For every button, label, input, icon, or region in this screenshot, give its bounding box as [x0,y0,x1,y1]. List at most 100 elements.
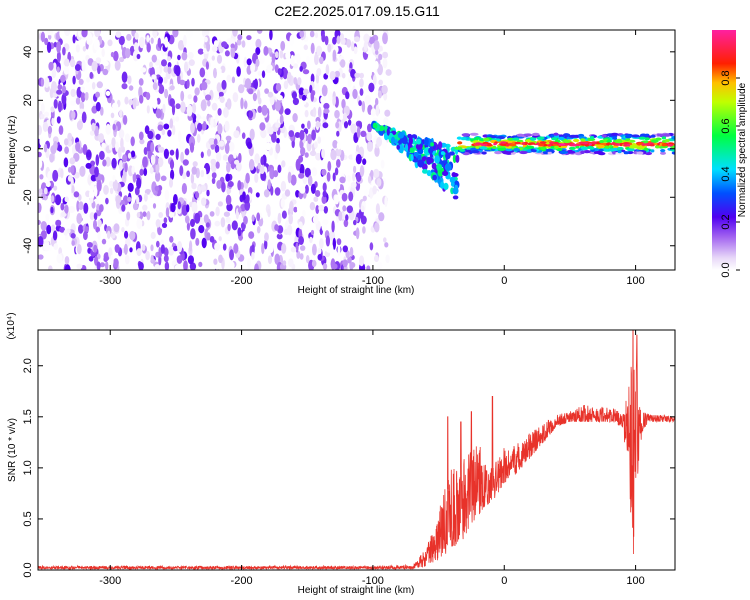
noise-cell [155,162,160,174]
noise-cell [375,49,379,55]
noise-cell [217,108,222,116]
tail-cell [424,137,429,146]
noise-cell [265,135,271,143]
noise-cell [155,171,161,182]
tail-cell [412,157,419,163]
spectrogram-frame [37,29,676,271]
noise-cell [338,211,343,222]
noise-cell [352,172,356,182]
noise-cell [281,243,287,254]
noise-cell [382,51,389,59]
noise-cell [251,251,255,260]
carrier-peak [615,143,620,146]
noise-cell [274,187,281,196]
noise-cell [38,254,44,260]
y-tick-label: 0 [22,146,34,152]
noise-cell [205,222,210,228]
noise-cell [173,55,177,68]
noise-cell [227,238,234,249]
colorbar-tick-label: 0.0 [720,262,732,277]
tail-cell [449,176,456,184]
noise-cell [192,161,198,167]
noise-cell [76,244,82,255]
noise-cell [228,141,235,152]
noise-cell [304,167,311,178]
noise-cell [155,219,161,228]
noise-cell [76,120,83,131]
noise-cell [279,50,284,59]
noise-cell [64,255,70,265]
x-tick-label: -100 [362,575,384,587]
noise-cell [385,254,390,264]
noise-cell [201,81,208,91]
noise-cell [298,236,304,245]
noise-cell [96,203,100,211]
noise-cell [74,64,81,71]
noise-cell [352,88,358,100]
noise-cell [366,70,372,77]
carrier-cell [470,150,480,154]
noise-cell [68,206,76,213]
noise-cell [158,212,164,218]
noise-cell [154,155,159,166]
noise-cell [163,148,169,159]
noise-cell [107,39,113,47]
carrier-cell [519,150,528,155]
noise-cell [203,214,209,224]
noise-cell [108,143,113,151]
noise-cell [226,188,230,195]
carrier-cell [650,134,656,138]
noise-cell [160,175,167,182]
noise-cell [99,204,104,213]
noise-cell [256,226,261,234]
noise-cell [237,180,242,191]
noise-cell [274,224,279,231]
noise-cell [82,46,87,52]
noise-cell [186,204,190,213]
noise-cell [46,41,52,54]
noise-cell [132,202,139,211]
noise-cell [124,140,129,150]
carrier-cell [497,147,507,151]
tail-cell [452,195,459,200]
noise-cell [260,156,265,166]
carrier-cell [496,136,506,140]
noise-cell [180,90,185,102]
x-tick-label: 100 [626,275,644,287]
noise-cell [252,92,257,102]
noise-cell [172,245,179,252]
noise-cell [217,123,223,135]
carrier-peak [649,143,655,147]
noise-cell [354,72,361,78]
noise-cell [247,88,254,95]
noise-cell [299,30,305,38]
noise-cell [78,194,82,201]
carrier-peak [578,141,585,145]
noise-cell [292,113,298,123]
noise-cell [293,206,298,213]
y-tick-label: 40 [22,46,34,58]
noise-cell [341,72,346,79]
noise-cell [100,106,104,116]
carrier-cell [505,148,513,152]
noise-cell [275,143,281,154]
noise-cell [45,213,50,222]
noise-cell [321,195,327,205]
noise-cell [146,210,151,221]
noise-cell [277,164,282,173]
snr-panel: -300 -200 -100 0 100 0.00.51.01.52.0 (x10⁴) … [6,312,676,596]
noise-cell [51,224,56,232]
noise-cell [334,109,340,119]
tail-cell [445,152,451,160]
noise-cell [181,51,188,61]
noise-cell [51,117,55,126]
noise-cell [173,194,178,205]
noise-cell [213,258,218,265]
carrier-cell [512,137,520,141]
noise-cell [267,255,273,264]
noise-cell [346,205,353,214]
noise-cell [355,153,362,165]
noise-cell [142,204,148,211]
noise-cell [225,135,232,141]
noise-cell [175,116,180,122]
